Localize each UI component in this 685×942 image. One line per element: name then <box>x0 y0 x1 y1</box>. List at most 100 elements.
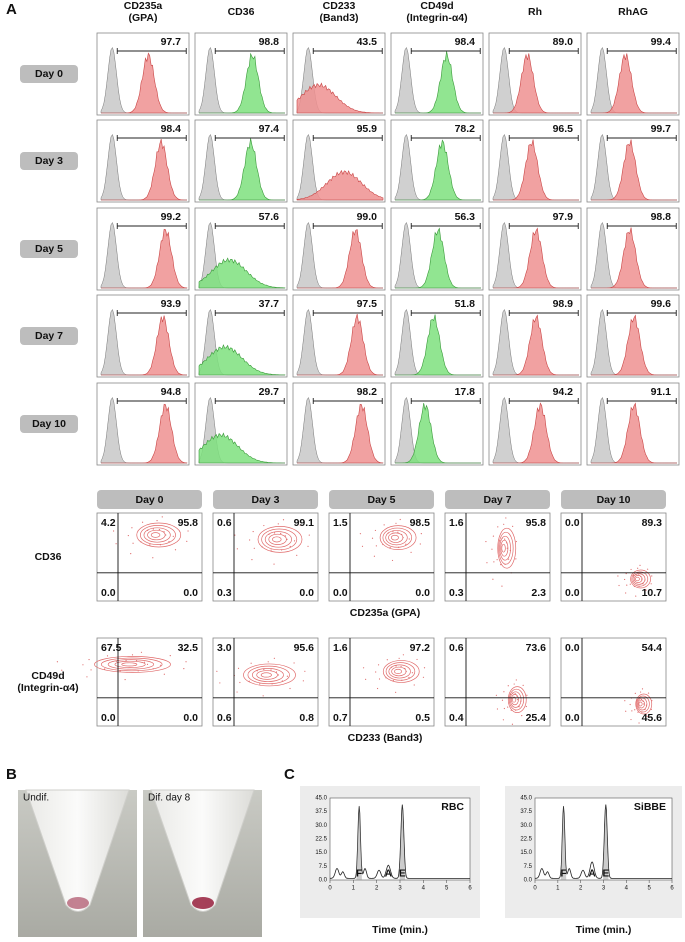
event-dot <box>411 672 414 674</box>
event-dot <box>234 534 236 536</box>
event-dot <box>638 722 640 724</box>
event-dot <box>391 559 394 562</box>
gate-bracket <box>312 48 383 54</box>
event-dot <box>515 679 517 681</box>
contour-line <box>509 691 522 708</box>
stain-peak <box>591 227 677 289</box>
event-dot <box>526 694 528 696</box>
event-dot <box>159 664 162 666</box>
event-dot <box>618 584 620 587</box>
event-dot <box>392 679 394 682</box>
quadrant-percent: 0.4 <box>449 712 464 724</box>
panel-label: A <box>6 1 17 18</box>
gate-bracket <box>116 310 187 316</box>
event-dot <box>371 537 374 539</box>
event-dot <box>361 545 364 547</box>
chromatogram-trace <box>534 804 672 879</box>
axis-label: CD235a (GPA) <box>350 607 420 619</box>
event-dot <box>168 540 170 543</box>
event-dot <box>630 568 632 571</box>
y-tick-label: 7.5 <box>524 864 533 870</box>
quadrant-percent: 1.6 <box>449 517 464 529</box>
contour-line <box>272 536 282 543</box>
event-dot <box>630 718 632 721</box>
quadrant-percent: 0.6 <box>449 642 464 654</box>
event-dot <box>486 562 488 564</box>
contour-line <box>243 663 296 687</box>
gate-bracket <box>410 310 481 316</box>
contour-line <box>260 672 272 678</box>
gate-percent: 89.0 <box>553 36 574 48</box>
event-dot <box>645 589 647 591</box>
event-dot <box>304 670 306 672</box>
gate-bracket <box>606 135 677 141</box>
gate-percent: 29.7 <box>259 386 280 398</box>
contour-line <box>630 569 651 589</box>
peak-label: E <box>399 869 406 880</box>
quadrant-percent: 0.0 <box>101 712 116 724</box>
event-dot <box>503 691 505 693</box>
event-dot <box>641 688 644 690</box>
event-dot <box>408 676 410 679</box>
x-tick-label: 4 <box>625 886 629 892</box>
gate-percent: 98.4 <box>455 36 476 48</box>
pellet <box>192 897 214 909</box>
event-dot <box>273 563 275 565</box>
column-header: (Band3) <box>319 12 358 24</box>
panel-label: C <box>284 766 295 783</box>
event-dot <box>496 708 499 710</box>
gate-bracket <box>116 223 187 229</box>
y-tick-label: 37.5 <box>315 809 327 815</box>
gate-bracket <box>312 398 383 404</box>
peak-shade <box>603 804 609 880</box>
event-dot <box>629 583 631 585</box>
contour-line <box>631 571 649 587</box>
day-label: Day 0 <box>35 68 63 80</box>
event-dot <box>637 567 639 569</box>
event-dot <box>359 533 362 535</box>
quadrant-percent: 0.0 <box>299 587 314 599</box>
event-dot <box>639 564 641 566</box>
y-tick-label: 15.0 <box>520 850 532 856</box>
event-dot <box>106 655 109 657</box>
quadrant-percent: 0.0 <box>565 517 580 529</box>
gate-bracket <box>214 310 285 316</box>
event-dot <box>273 657 275 659</box>
gate-percent: 95.9 <box>357 123 378 135</box>
event-dot <box>626 584 628 586</box>
quadrant-percent: 0.8 <box>299 712 314 724</box>
event-dot <box>625 710 627 712</box>
day-label: Day 7 <box>35 330 63 342</box>
gate-percent: 98.8 <box>259 36 280 48</box>
event-dot <box>497 526 499 528</box>
quadrant-percent: 67.5 <box>101 642 122 654</box>
gate-percent: 97.9 <box>553 211 574 223</box>
quadrant-percent: 0.0 <box>565 587 580 599</box>
quadrant-percent: 3.0 <box>217 642 232 654</box>
event-dot <box>308 534 310 536</box>
stain-peak <box>101 403 188 464</box>
quadrant-percent: 45.6 <box>642 712 663 724</box>
x-tick-label: 1 <box>556 886 560 892</box>
event-dot <box>395 691 397 693</box>
event-dot <box>506 547 508 549</box>
event-dot <box>513 683 515 685</box>
stain-peak <box>493 53 579 114</box>
event-dot <box>420 533 422 535</box>
event-dot <box>400 665 402 668</box>
peak-label: E <box>602 869 609 880</box>
event-dot <box>383 524 385 526</box>
event-dot <box>514 693 516 695</box>
quadrant-percent: 0.0 <box>183 712 198 724</box>
gate-bracket <box>410 398 481 404</box>
event-dot <box>405 543 407 545</box>
quadrant-percent: 2.3 <box>531 587 546 599</box>
x-tick-label: 5 <box>647 886 651 892</box>
contour-line <box>391 666 407 677</box>
contour-line <box>499 535 511 561</box>
contour-line <box>632 573 646 585</box>
event-dot <box>275 671 278 673</box>
event-dot <box>131 654 134 656</box>
row-label: (Integrin-α4) <box>17 682 78 694</box>
